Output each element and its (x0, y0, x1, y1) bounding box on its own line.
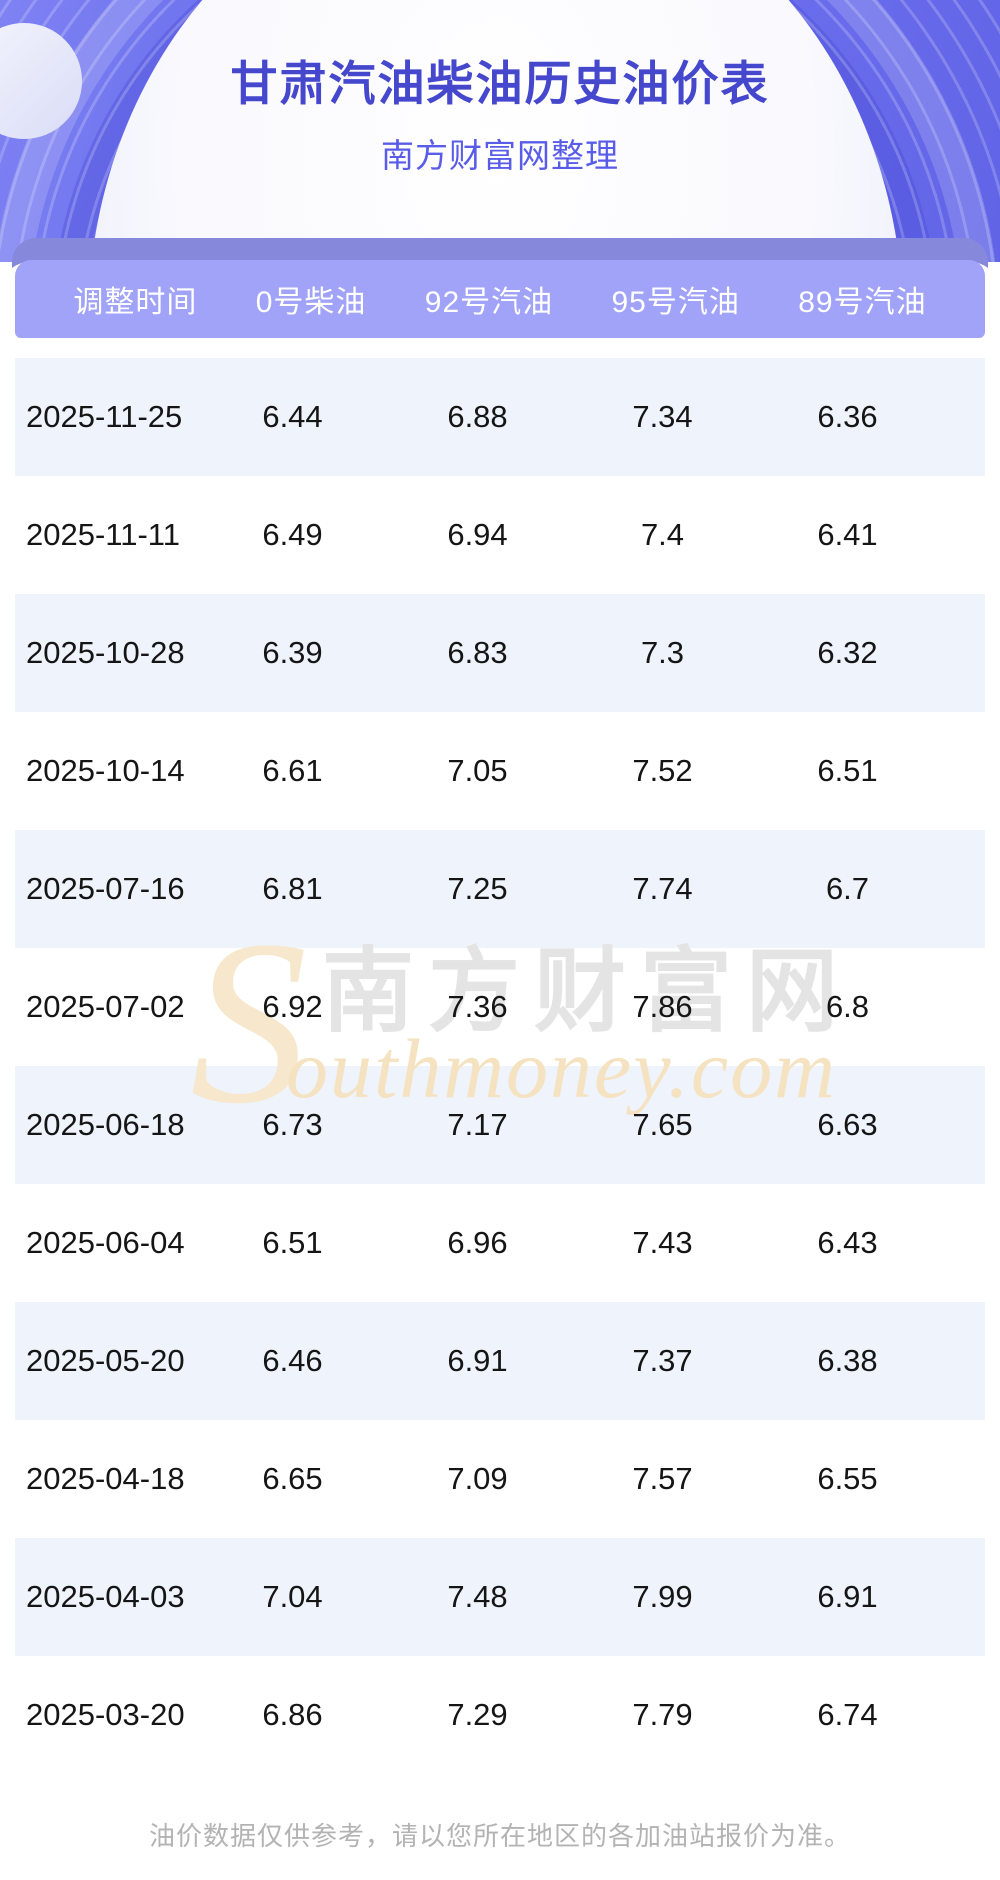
banner-blob (88, 0, 903, 262)
date-cell: 2025-07-16 (26, 871, 185, 906)
table-row: 2025-05-20 6.46 6.91 7.37 6.38 (15, 1302, 985, 1420)
table-row: 2025-07-02 6.92 7.36 7.86 6.8 (15, 948, 985, 1066)
table-row: 2025-04-03 7.04 7.48 7.99 6.91 (15, 1538, 985, 1656)
disclaimer-text: 油价数据仅供参考，请以您所在地区的各加油站报价为准。 (148, 1821, 851, 1851)
price-cell: 7.36 (447, 989, 508, 1024)
price-cell: 6.73 (262, 1107, 323, 1142)
row-stripes (15, 358, 985, 1774)
column-header-gas89: 89号汽油 (798, 286, 927, 319)
price-cell: 6.44 (262, 399, 323, 434)
price-cell: 6.8 (825, 989, 870, 1024)
price-cell: 6.61 (262, 753, 323, 788)
price-cell: 7.65 (632, 1107, 693, 1142)
date-cell: 2025-11-25 (26, 399, 183, 434)
price-cell: 6.92 (262, 989, 323, 1024)
price-cell: 7.99 (632, 1579, 693, 1614)
table-row: 2025-10-14 6.61 7.05 7.52 6.51 (15, 712, 985, 830)
table-row: 2025-11-11 6.49 6.94 7.4 6.41 (15, 476, 985, 594)
date-cell: 2025-04-03 (26, 1579, 185, 1614)
page-title: 甘肃汽油柴油历史油价表 (230, 57, 770, 110)
table-row: 2025-04-18 6.65 7.09 7.57 6.55 (15, 1420, 985, 1538)
price-cell: 6.49 (262, 517, 323, 552)
price-cell: 6.86 (262, 1697, 323, 1732)
price-cell: 6.7 (825, 871, 870, 906)
price-cell: 6.83 (447, 635, 508, 670)
table-row: 2025-06-18 6.73 7.17 7.65 6.63 (15, 1066, 985, 1184)
price-cell: 6.55 (817, 1461, 878, 1496)
date-cell: 2025-10-14 (26, 753, 185, 788)
table-row: 2025-03-20 6.86 7.29 7.79 6.74 (15, 1656, 985, 1774)
price-cell: 7.48 (447, 1579, 508, 1614)
date-cell: 2025-07-02 (26, 989, 185, 1024)
price-table-body: 2025-11-25 6.44 6.88 7.34 6.36 2025-11-11 6.49… (15, 358, 985, 1774)
price-cell: 7.4 (640, 517, 685, 552)
price-cell: 6.41 (817, 517, 878, 552)
header-banner: 甘肃汽油柴油历史油价表 南方财富网整理 (0, 0, 1000, 262)
price-cell: 6.51 (262, 1225, 323, 1260)
table-row: 2025-10-28 6.39 6.83 7.3 6.32 (15, 594, 985, 712)
price-cell: 7.37 (632, 1343, 693, 1378)
price-cell: 6.91 (447, 1343, 508, 1378)
price-cell: 7.05 (447, 753, 508, 788)
price-cell: 7.29 (447, 1697, 508, 1732)
price-cell: 7.52 (632, 753, 693, 788)
price-cell: 6.96 (447, 1225, 508, 1260)
column-header-date: 调整时间 (73, 286, 198, 319)
price-cell: 7.43 (632, 1225, 693, 1260)
date-cell: 2025-03-20 (26, 1697, 185, 1732)
price-cell: 6.88 (447, 399, 508, 434)
price-cell: 6.43 (817, 1225, 878, 1260)
price-cell: 6.32 (817, 635, 878, 670)
price-cell: 6.39 (262, 635, 323, 670)
price-cell: 7.3 (640, 635, 685, 670)
page-subtitle: 南方财富网整理 (381, 137, 619, 174)
price-cell: 7.34 (632, 399, 693, 434)
price-cell: 7.57 (632, 1461, 693, 1496)
price-cell: 6.91 (817, 1579, 878, 1614)
table-row: 2025-06-04 6.51 6.96 7.43 6.43 (15, 1184, 985, 1302)
price-cell: 6.38 (817, 1343, 878, 1378)
price-cell: 7.04 (262, 1579, 323, 1614)
price-cell: 7.17 (447, 1107, 508, 1142)
price-cell: 7.86 (632, 989, 693, 1024)
price-cell: 6.74 (817, 1697, 878, 1732)
date-cell: 2025-10-28 (26, 635, 185, 670)
date-cell: 2025-11-11 (26, 517, 180, 552)
column-header-gas95: 95号汽油 (611, 286, 740, 319)
table-row: 2025-11-25 6.44 6.88 7.34 6.36 (15, 358, 985, 476)
table-row: 2025-07-16 6.81 7.25 7.74 6.7 (15, 830, 985, 948)
price-cell: 7.09 (447, 1461, 508, 1496)
price-cell: 6.51 (817, 753, 878, 788)
date-cell: 2025-06-04 (26, 1225, 185, 1260)
price-cell: 7.25 (447, 871, 508, 906)
price-cell: 7.74 (632, 871, 693, 906)
price-cell: 6.63 (817, 1107, 878, 1142)
date-cell: 2025-06-18 (26, 1107, 185, 1142)
price-cell: 6.46 (262, 1343, 323, 1378)
table-header: 调整时间 0号柴油 92号汽油 95号汽油 89号汽油 (15, 260, 985, 338)
column-header-diesel0: 0号柴油 (255, 286, 367, 319)
price-cell: 6.36 (817, 399, 878, 434)
column-header-gas92: 92号汽油 (424, 286, 554, 319)
price-cell: 6.94 (447, 517, 508, 552)
price-table: 2025-11-25 6.44 6.88 7.34 6.36 2025-11-11 6.49… (15, 358, 985, 1774)
price-cell: 6.65 (262, 1461, 323, 1496)
date-cell: 2025-04-18 (26, 1461, 185, 1496)
price-cell: 7.79 (632, 1697, 693, 1732)
date-cell: 2025-05-20 (26, 1343, 185, 1378)
price-cell: 6.81 (262, 871, 323, 906)
